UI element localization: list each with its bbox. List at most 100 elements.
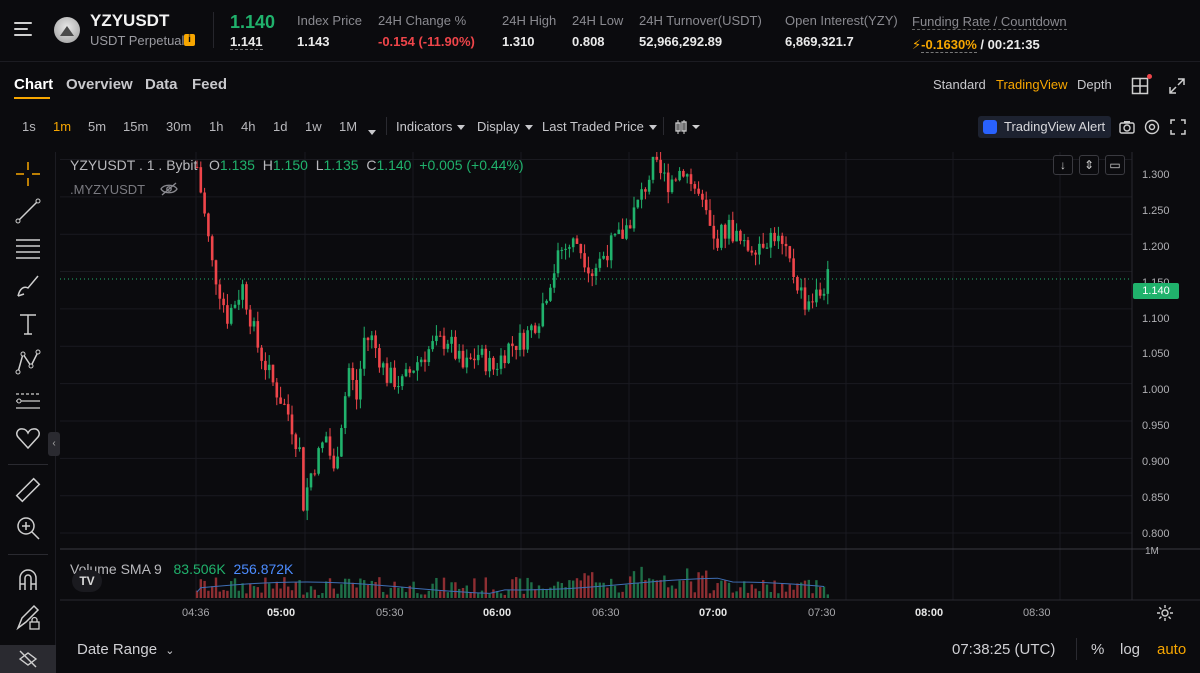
tradingview-logo[interactable]: TV	[72, 570, 102, 592]
volume-bar	[450, 582, 453, 598]
volume-bar	[636, 583, 639, 598]
collapse-toolbar-button[interactable]: ‹	[48, 432, 60, 456]
ruler-icon[interactable]	[14, 476, 42, 504]
x-tick-label: 04:36	[182, 607, 210, 619]
volume-bar	[629, 576, 632, 598]
volume-bar	[370, 580, 373, 598]
volume-bar	[355, 587, 358, 598]
auto-scale-toggle[interactable]: auto	[1157, 641, 1187, 658]
collapse-pane-button[interactable]: ⇕	[1079, 155, 1099, 175]
timeframe-more-caret-icon[interactable]	[368, 124, 376, 142]
view-depth[interactable]: Depth	[1077, 77, 1112, 92]
trend-line-icon[interactable]	[14, 197, 42, 225]
timeframe-1w[interactable]: 1w	[305, 119, 322, 134]
zoom-in-icon[interactable]	[14, 514, 42, 542]
candle-body	[324, 436, 328, 443]
volume-bar	[431, 583, 434, 598]
crosshair-icon[interactable]	[14, 160, 42, 188]
volume-bar	[252, 586, 256, 598]
maximize-pane-button[interactable]: ▭	[1105, 155, 1125, 175]
expand-icon[interactable]	[1168, 77, 1186, 100]
candle-body	[313, 473, 317, 475]
tradingview-alert-button[interactable]: TradingView Alert	[978, 116, 1112, 138]
heart-icon[interactable]	[14, 424, 42, 452]
candle-body	[644, 189, 647, 192]
candle-type-icon[interactable]	[675, 119, 703, 140]
timeframe-1s[interactable]: 1s	[22, 119, 36, 134]
candlestick-chart[interactable]	[60, 152, 1200, 612]
candle-body	[697, 188, 700, 194]
volume-bar	[408, 585, 411, 598]
timeframe-1m[interactable]: 1m	[53, 119, 72, 134]
candle-body	[598, 258, 602, 268]
view-standard[interactable]: Standard	[933, 77, 986, 92]
candle-body	[309, 473, 313, 488]
log-scale-toggle[interactable]: log	[1120, 641, 1141, 658]
volume-bar	[617, 592, 620, 598]
layout-grid-icon[interactable]	[1131, 74, 1152, 100]
volume-bar	[670, 585, 674, 598]
settings-gear-icon[interactable]	[1143, 118, 1161, 141]
prediction-icon[interactable]	[14, 386, 42, 414]
timeframe-1h[interactable]: 1h	[209, 119, 224, 134]
hide-drawings-button[interactable]	[0, 645, 56, 673]
timeframe-1d[interactable]: 1d	[273, 119, 288, 134]
chart-settings-icon[interactable]	[1156, 604, 1174, 622]
timeframe-30m[interactable]: 30m	[166, 119, 192, 134]
bottom-divider	[1076, 638, 1077, 660]
overlay-symbol[interactable]: .MYZYUSDT	[70, 182, 146, 197]
scroll-down-button[interactable]: ↓	[1053, 155, 1073, 175]
display-button[interactable]: Display	[477, 119, 533, 134]
y-tick-label: 1.300	[1142, 169, 1170, 181]
volume-bar	[385, 594, 389, 598]
date-range-button[interactable]: Date Range ⌄	[77, 641, 174, 658]
brush-icon[interactable]	[14, 272, 42, 300]
candle-body	[727, 219, 731, 239]
lock-drawings-icon[interactable]	[14, 604, 42, 632]
pattern-icon[interactable]	[14, 348, 42, 376]
tab-chart[interactable]: Chart	[14, 76, 54, 93]
volume-bar	[534, 589, 537, 598]
menu-icon[interactable]	[14, 20, 34, 38]
text-tool-icon[interactable]	[14, 310, 42, 338]
timeframe-4h[interactable]: 4h	[241, 119, 256, 134]
camera-icon[interactable]	[1118, 118, 1136, 141]
info-icon[interactable]: i	[184, 34, 195, 46]
volume-bar	[211, 586, 214, 598]
symbol-name[interactable]: YZYUSDT	[90, 11, 170, 30]
contract-type: USDT Perpetual	[90, 33, 185, 48]
magnet-icon[interactable]	[14, 566, 42, 594]
candle-body	[412, 370, 415, 373]
stat-funding[interactable]: Funding Rate / Countdown ⚡-0.1630% / 00:…	[912, 13, 1067, 53]
view-tradingview[interactable]: TradingView	[996, 77, 1068, 92]
market-header: YZYUSDT USDT Perpetual i 1.140 1.141 Ind…	[0, 0, 1200, 62]
timeframe-15m[interactable]: 15m	[123, 119, 149, 134]
candle-body	[256, 321, 260, 348]
indicators-button[interactable]: Indicators	[396, 119, 466, 134]
candle-body	[419, 359, 423, 363]
candle-body	[822, 293, 826, 296]
candle-body	[712, 225, 716, 239]
volume-bar	[716, 583, 719, 598]
x-tick-label: 07:00	[699, 607, 728, 619]
percent-scale-toggle[interactable]: %	[1091, 641, 1105, 658]
candle-body	[397, 386, 400, 388]
timeframe-5m[interactable]: 5m	[88, 119, 107, 134]
volume-bar	[260, 592, 263, 598]
candle-body	[343, 396, 347, 429]
candle-body	[279, 397, 282, 404]
candle-body	[408, 369, 412, 373]
price-chart[interactable]	[60, 152, 1200, 612]
horizontal-lines-icon[interactable]	[14, 234, 42, 262]
tab-feed[interactable]: Feed	[192, 76, 228, 93]
volume-bar	[826, 594, 829, 598]
stat-label: Index Price	[297, 13, 363, 28]
tab-overview[interactable]: Overview	[66, 76, 133, 93]
timeframe-1M[interactable]: 1M	[339, 119, 358, 134]
tab-data[interactable]: Data	[145, 76, 178, 93]
price-source-button[interactable]: Last Traded Price	[542, 119, 657, 134]
utc-clock[interactable]: 07:38:25 (UTC)	[952, 641, 1056, 658]
volume-bar	[712, 590, 715, 598]
eye-off-icon[interactable]	[160, 182, 178, 196]
fullscreen-icon[interactable]	[1169, 118, 1187, 141]
